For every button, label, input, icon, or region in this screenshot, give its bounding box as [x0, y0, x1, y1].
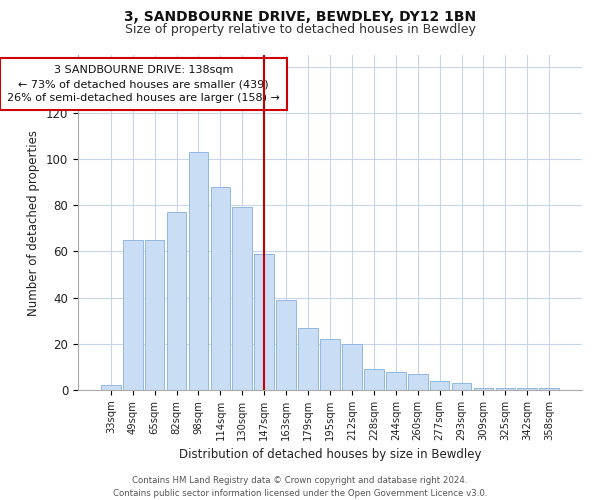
Bar — [473, 388, 493, 390]
Bar — [101, 386, 121, 390]
Bar — [452, 383, 472, 390]
Bar — [167, 212, 187, 390]
Bar — [320, 339, 340, 390]
Bar — [496, 388, 515, 390]
Y-axis label: Number of detached properties: Number of detached properties — [28, 130, 40, 316]
Bar — [430, 381, 449, 390]
Text: 3, SANDBOURNE DRIVE, BEWDLEY, DY12 1BN: 3, SANDBOURNE DRIVE, BEWDLEY, DY12 1BN — [124, 10, 476, 24]
Bar — [211, 186, 230, 390]
Bar — [298, 328, 318, 390]
Text: Contains HM Land Registry data © Crown copyright and database right 2024.
Contai: Contains HM Land Registry data © Crown c… — [113, 476, 487, 498]
X-axis label: Distribution of detached houses by size in Bewdley: Distribution of detached houses by size … — [179, 448, 481, 462]
Text: 3 SANDBOURNE DRIVE: 138sqm
← 73% of detached houses are smaller (439)
26% of sem: 3 SANDBOURNE DRIVE: 138sqm ← 73% of deta… — [7, 65, 280, 103]
Bar — [517, 388, 537, 390]
Bar — [232, 208, 252, 390]
Bar — [276, 300, 296, 390]
Bar — [188, 152, 208, 390]
Bar — [408, 374, 428, 390]
Bar — [386, 372, 406, 390]
Bar — [123, 240, 143, 390]
Bar — [364, 369, 384, 390]
Bar — [254, 254, 274, 390]
Bar — [145, 240, 164, 390]
Bar — [342, 344, 362, 390]
Text: Size of property relative to detached houses in Bewdley: Size of property relative to detached ho… — [125, 22, 475, 36]
Bar — [539, 388, 559, 390]
